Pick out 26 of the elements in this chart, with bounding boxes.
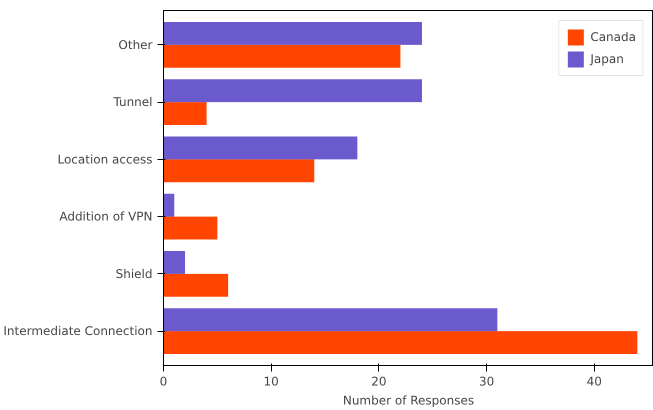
- bar: [164, 44, 400, 68]
- x-tick-label: 40: [586, 374, 602, 388]
- bar: [164, 79, 422, 102]
- y-tick-label: Other: [118, 38, 153, 52]
- legend-label: Japan: [590, 52, 624, 66]
- bar: [164, 136, 358, 160]
- bar: [164, 250, 186, 274]
- x-axis-title: Number of Responses: [342, 394, 474, 408]
- y-tick-label: Addition of VPN: [59, 210, 152, 224]
- legend-label: Canada: [590, 30, 636, 44]
- bar: [164, 308, 498, 332]
- x-tick-label: 20: [371, 374, 387, 388]
- y-tick-label: Intermediate Connection: [3, 324, 153, 338]
- x-tick-label: 30: [478, 374, 494, 388]
- bar: [164, 274, 228, 297]
- x-tick-label: 0: [160, 374, 168, 388]
- bar: [164, 194, 174, 217]
- bar: [164, 22, 422, 45]
- y-tick-label: Location access: [57, 152, 153, 166]
- bar: [164, 216, 218, 240]
- bar: [164, 102, 207, 126]
- y-tick-label: Shield: [116, 266, 152, 281]
- x-tick-label: 10: [264, 374, 279, 388]
- bar: [164, 159, 314, 182]
- y-tick-label: Tunnel: [112, 95, 153, 110]
- bar: [164, 331, 638, 354]
